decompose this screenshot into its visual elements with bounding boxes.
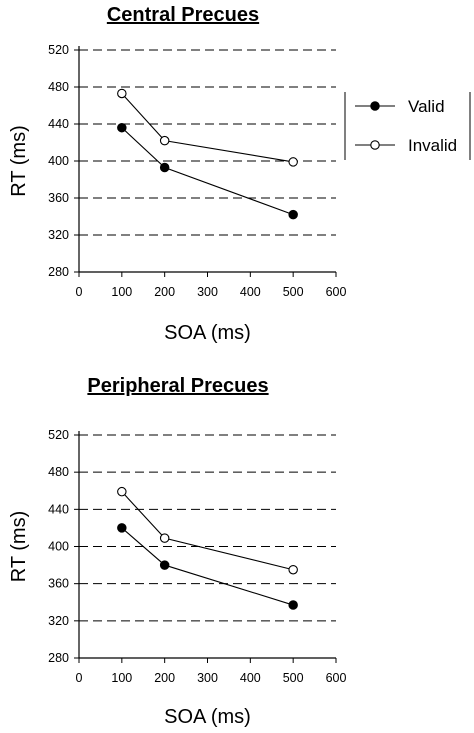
y-tick-label: 440 — [48, 502, 69, 516]
y-tick-label: 520 — [48, 43, 69, 57]
x-tick-label: 500 — [283, 671, 304, 685]
y-tick-label: 320 — [48, 614, 69, 628]
y-tick-label: 400 — [48, 154, 69, 168]
chart-panel-1: Central Precues 280 320 360 400 440 480 520 0 100… — [8, 4, 346, 344]
x-tick-label: 600 — [326, 671, 347, 685]
x-tick-label: 100 — [111, 671, 132, 685]
chart-panel-2: Peripheral Precues 280 320 360 400 440 480 520 0… — [8, 375, 346, 728]
data-point-valid — [159, 560, 170, 570]
data-point-valid — [288, 600, 298, 610]
legend-label-invalid: Invalid — [408, 136, 457, 155]
series-line-invalid — [121, 491, 294, 571]
y-tick-label: 440 — [48, 117, 69, 131]
x-tick-label: 0 — [76, 285, 83, 299]
data-point-invalid — [159, 135, 170, 146]
x-tick-label: 200 — [154, 671, 175, 685]
data-point-invalid — [159, 533, 170, 543]
data-point-invalid — [288, 564, 298, 575]
y-tick-label: 360 — [48, 191, 69, 205]
y-tick-label: 280 — [48, 651, 69, 665]
series-line-valid — [121, 127, 294, 216]
chart-title: Central Precues — [107, 4, 259, 26]
y-tick-label: 480 — [48, 80, 69, 94]
data-point-valid — [117, 122, 127, 133]
x-tick-label: 200 — [154, 285, 175, 299]
x-tick-label: 400 — [240, 285, 261, 299]
series-line-valid — [121, 527, 294, 606]
chart-title: Peripheral Precues — [87, 375, 268, 397]
data-point-valid — [117, 523, 127, 533]
data-point-invalid — [117, 88, 127, 99]
y-tick-label: 400 — [48, 540, 69, 554]
y-tick-label: 280 — [48, 265, 69, 279]
legend-marker — [370, 140, 380, 150]
legend-marker — [370, 101, 380, 111]
y-axis-label: RT (ms) — [8, 125, 30, 196]
x-tick-label: 500 — [283, 285, 304, 299]
x-tick-label: 300 — [197, 285, 218, 299]
legend-label-valid: Valid — [408, 97, 445, 116]
x-tick-label: 400 — [240, 671, 261, 685]
x-tick-label: 600 — [326, 285, 347, 299]
data-point-invalid — [288, 157, 298, 167]
y-tick-label: 320 — [48, 228, 69, 242]
data-point-valid — [159, 162, 170, 173]
y-axis-label: RT (ms) — [8, 511, 30, 582]
x-tick-label: 300 — [197, 671, 218, 685]
x-axis-label: SOA (ms) — [164, 322, 251, 344]
data-point-valid — [288, 209, 298, 220]
y-tick-label: 360 — [48, 577, 69, 591]
x-axis-label: SOA (ms) — [164, 706, 251, 728]
y-tick-label: 480 — [48, 465, 69, 479]
x-tick-label: 0 — [76, 671, 83, 685]
legend: Valid Invalid — [344, 92, 471, 160]
data-point-invalid — [117, 486, 127, 497]
x-tick-label: 100 — [111, 285, 132, 299]
y-tick-label: 520 — [48, 428, 69, 442]
